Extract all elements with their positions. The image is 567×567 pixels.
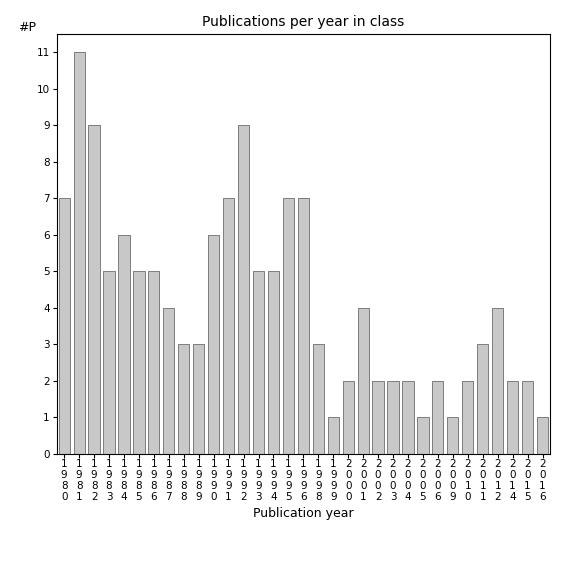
Bar [283,198,294,454]
Bar [387,380,399,454]
Bar [373,380,384,454]
Bar [342,380,354,454]
Bar [312,344,324,454]
Bar [522,380,533,454]
Bar [88,125,100,454]
Y-axis label: #P: #P [18,21,36,34]
Bar [507,380,518,454]
Bar [432,380,443,454]
Bar [223,198,234,454]
Bar [253,271,264,454]
Bar [148,271,159,454]
Bar [403,380,413,454]
Bar [537,417,548,454]
Bar [58,198,70,454]
Bar [163,308,175,454]
Bar [328,417,339,454]
Bar [119,235,130,454]
Bar [298,198,309,454]
Bar [103,271,115,454]
Bar [74,52,84,454]
Bar [208,235,219,454]
Bar [193,344,204,454]
Bar [492,308,503,454]
Bar [268,271,279,454]
Bar [417,417,429,454]
Bar [133,271,145,454]
Bar [238,125,249,454]
Bar [477,344,488,454]
Bar [447,417,459,454]
X-axis label: Publication year: Publication year [253,507,354,520]
Bar [178,344,189,454]
Bar [462,380,473,454]
Title: Publications per year in class: Publications per year in class [202,15,404,29]
Bar [358,308,369,454]
